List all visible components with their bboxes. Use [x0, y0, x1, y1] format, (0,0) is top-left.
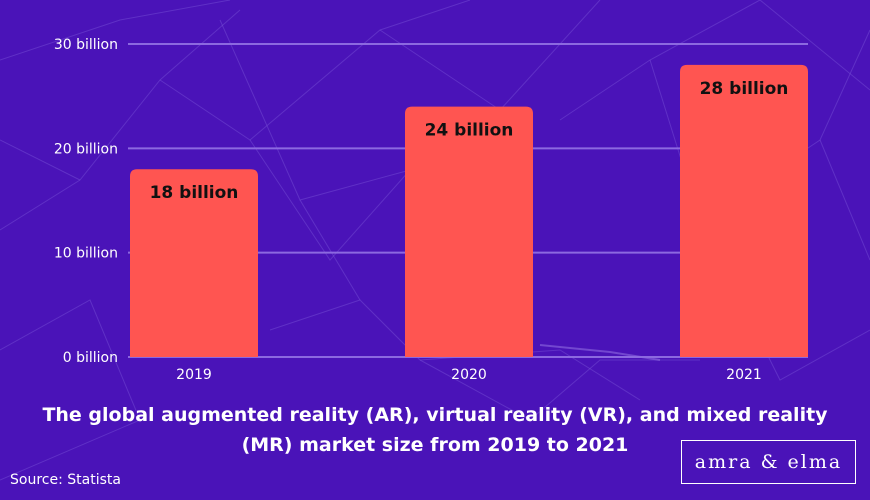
brand-logo-text: amra & elma [694, 451, 843, 473]
data-label: 24 billion [425, 121, 514, 141]
data-label: 28 billion [700, 79, 789, 99]
y-tick-label: 0 billion [63, 350, 118, 366]
bar [405, 106, 533, 357]
x-axis: 2019 2020 2021 [176, 367, 762, 383]
x-tick-label: 2021 [726, 367, 762, 383]
x-tick-label: 2020 [451, 367, 487, 383]
x-tick-label: 2019 [176, 367, 212, 383]
chart-caption: The global augmented reality (AR), virtu… [42, 404, 828, 456]
bar [680, 64, 808, 357]
y-tick-label: 30 billion [54, 37, 118, 53]
bar [130, 169, 258, 357]
y-tick-label: 20 billion [54, 141, 118, 157]
bars [130, 64, 808, 357]
brand-logo: amra & elma [681, 440, 856, 484]
data-label: 18 billion [150, 183, 239, 203]
y-tick-label: 10 billion [54, 246, 118, 262]
source-note: Source: Statista [10, 472, 121, 488]
y-axis: 0 billion 10 billion 20 billion 30 billion [54, 37, 118, 366]
bar-labels: 18 billion 24 billion 28 billion [150, 79, 789, 203]
